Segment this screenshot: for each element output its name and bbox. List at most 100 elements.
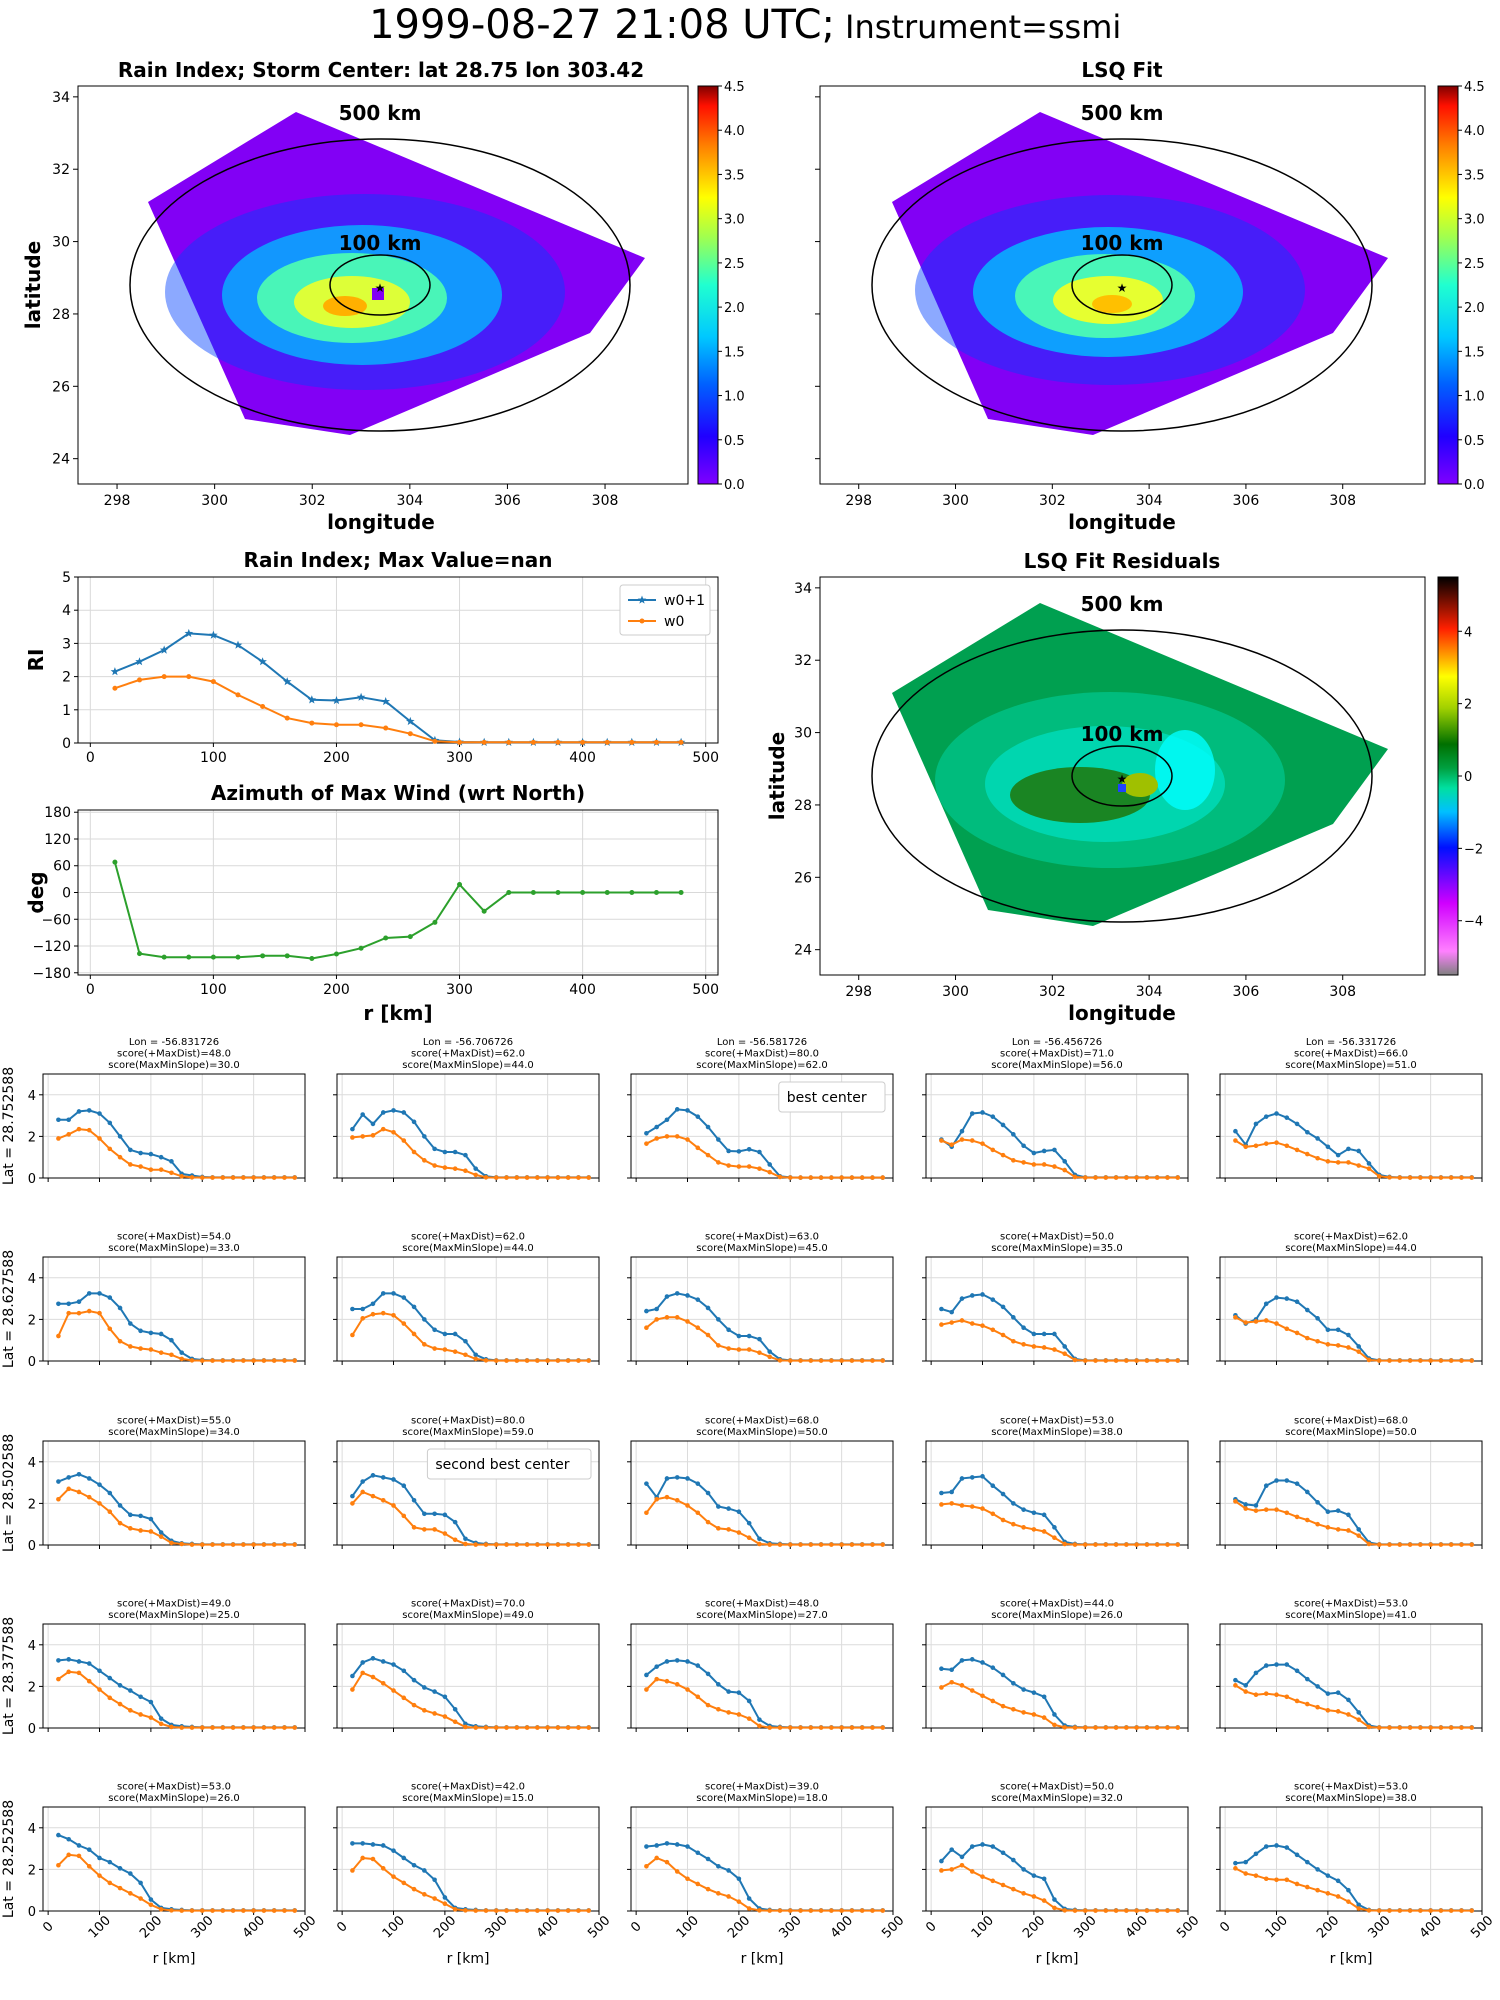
- data-point: [1243, 1144, 1248, 1150]
- data-point: [391, 1312, 396, 1318]
- data-point: [251, 1725, 256, 1730]
- data-point: [1021, 1891, 1026, 1896]
- grid-panel: Lon = -56.581726score(+MaxDist)=80.0scor…: [627, 1037, 894, 1182]
- data-point: [199, 1725, 205, 1730]
- data-point: [169, 1352, 174, 1358]
- data-point: [716, 1137, 721, 1142]
- data-point: [209, 630, 218, 639]
- data-point: [493, 1725, 499, 1730]
- data-point: [1274, 1662, 1279, 1667]
- data-point: [1041, 1162, 1047, 1167]
- data-point: [705, 1332, 711, 1338]
- data-point: [939, 1502, 944, 1507]
- colorbar-tick-label: 2.0: [1464, 301, 1485, 316]
- data-point: [535, 1725, 540, 1730]
- data-point: [1356, 1163, 1362, 1168]
- x-tick-label: 298: [845, 493, 872, 509]
- data-point: [1253, 1670, 1259, 1676]
- data-point: [184, 628, 193, 638]
- data-point: [1144, 1542, 1150, 1547]
- data-point: [654, 1124, 659, 1130]
- data-point: [777, 1174, 783, 1180]
- data-point: [1011, 1158, 1016, 1163]
- data-point: [514, 1175, 520, 1180]
- data-point: [545, 1725, 550, 1730]
- data-point: [483, 1542, 489, 1547]
- data-point: [1011, 1886, 1016, 1892]
- x-tick-label: 500: [692, 750, 719, 766]
- y-tick-label: 4: [28, 1456, 36, 1471]
- data-point: [1000, 1850, 1006, 1856]
- panel-title-line: score(MaxMinSlope)=34.0: [108, 1427, 239, 1438]
- data-point: [138, 1896, 143, 1901]
- data-point: [452, 1331, 458, 1337]
- data-point: [411, 1119, 417, 1125]
- data-point: [411, 1497, 417, 1503]
- data-point: [990, 1114, 996, 1119]
- data-point: [1052, 1331, 1057, 1337]
- data-point: [777, 1908, 783, 1913]
- data-point: [664, 1859, 670, 1865]
- data-point: [391, 1477, 396, 1482]
- data-point: [452, 1907, 458, 1912]
- axes-frame: [630, 1256, 894, 1362]
- data-point: [1469, 1908, 1475, 1913]
- data-point: [56, 1676, 61, 1682]
- data-point: [258, 657, 267, 666]
- data-point: [1346, 1697, 1351, 1703]
- data-point: [493, 1175, 499, 1180]
- data-point: [1062, 1541, 1068, 1547]
- grid-panel: score(+MaxDist)=53.0score(MaxMinSlope)=3…: [922, 1416, 1189, 1549]
- data-point: [757, 1166, 762, 1171]
- data-point: [849, 1725, 855, 1730]
- data-point: [66, 1669, 71, 1675]
- colorbar-tick-label: 1.5: [1464, 345, 1485, 360]
- data-point: [1428, 1725, 1433, 1730]
- data-point: [545, 1908, 550, 1913]
- data-point: [370, 1133, 376, 1138]
- y-tick-label: −180: [33, 966, 71, 982]
- data-point: [1011, 1857, 1016, 1863]
- data-point: [1041, 1148, 1047, 1154]
- plot-area: [43, 1441, 305, 1545]
- series-line: [114, 675, 682, 744]
- data-point: [241, 1908, 246, 1913]
- data-point: [380, 1866, 386, 1871]
- data-point: [66, 1657, 71, 1662]
- data-point: [411, 1886, 417, 1892]
- data-point: [1011, 1521, 1016, 1527]
- eye-pixel: [372, 288, 384, 300]
- data-point: [939, 1490, 944, 1496]
- data-point: [1305, 1676, 1310, 1682]
- data-point: [333, 722, 339, 728]
- data-point: [148, 1715, 154, 1720]
- data-point: [117, 1338, 123, 1344]
- data-point: [1418, 1542, 1423, 1547]
- y-tick-label: 0: [28, 1539, 36, 1554]
- data-point: [1305, 1517, 1310, 1523]
- data-point: [422, 1317, 427, 1322]
- x-tick-label: 304: [396, 493, 423, 509]
- data-point: [128, 1708, 133, 1713]
- data-point: [380, 1291, 386, 1296]
- data-point: [432, 1163, 437, 1168]
- grid-panel: Lon = -56.706726score(+MaxDist)=62.0scor…: [333, 1037, 600, 1182]
- data-point: [107, 1859, 113, 1865]
- data-point: [1233, 1315, 1238, 1320]
- plot-area: [1220, 1257, 1482, 1361]
- label-500km: 500 km: [1081, 592, 1164, 616]
- data-point: [66, 1117, 71, 1123]
- grid-panel: 0 100 200 300 400 500 0 2 4 score(+MaxDist)=53.0s…: [1, 1782, 319, 1968]
- data-point: [1021, 1160, 1026, 1165]
- data-point: [1459, 1175, 1464, 1180]
- data-point: [138, 1513, 143, 1519]
- data-point: [586, 1542, 592, 1547]
- data-point: [576, 1725, 581, 1730]
- data-point: [56, 1136, 61, 1141]
- data-point: [463, 1152, 468, 1158]
- data-point: [767, 1908, 773, 1913]
- data-point: [1165, 1175, 1170, 1180]
- data-point: [411, 1525, 417, 1530]
- data-point: [1000, 1517, 1006, 1523]
- grid-panel: 0 2 4 Lon = -56.831726score(+MaxDist)=48.0s…: [1, 1037, 306, 1187]
